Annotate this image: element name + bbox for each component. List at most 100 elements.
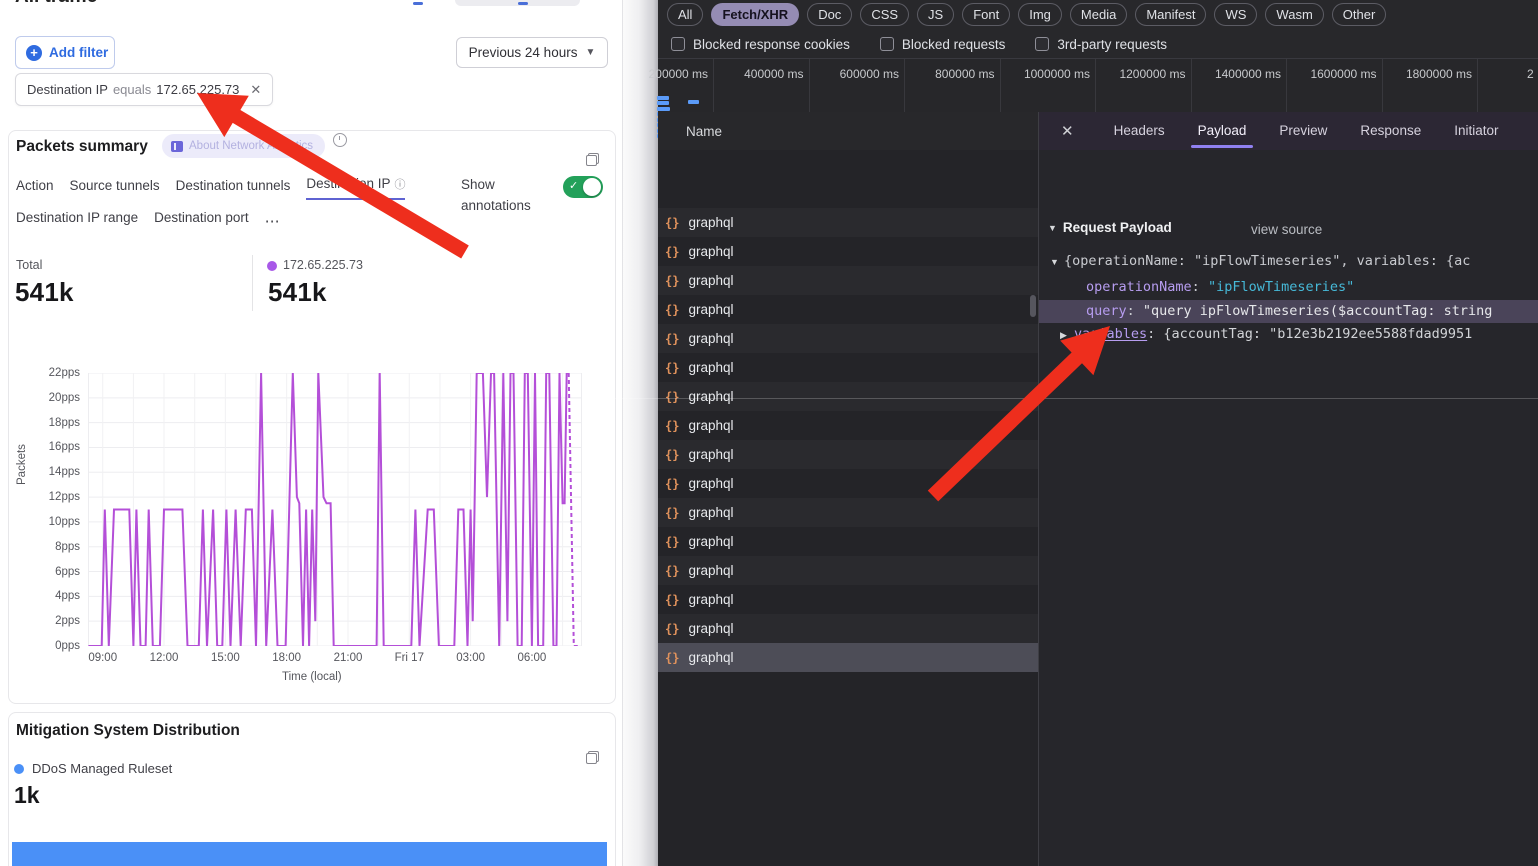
checkbox-label: Blocked response cookies [693, 37, 850, 52]
view-source-link[interactable]: view source [1251, 222, 1322, 237]
triangle-down-icon: ▼ [1048, 223, 1057, 233]
filter-checkboxes: Blocked response cookies Blocked requests… [671, 31, 1167, 57]
payload-summary-line[interactable]: {operationName: "ipFlowTimeseries", vari… [1064, 250, 1538, 273]
triangle-right-icon[interactable]: ▶ [1060, 330, 1067, 341]
filter-pill-css[interactable]: CSS [860, 3, 909, 26]
detail-tab-payload[interactable]: Payload [1198, 112, 1247, 150]
y-tick-label: 22pps [38, 367, 80, 379]
screen: All traffic + Add filter Previous 24 hou… [0, 0, 1538, 866]
filter-chip[interactable]: Destination IP equals 172.65.225.73 ✕ [15, 73, 273, 106]
expand-card-icon[interactable] [586, 751, 599, 764]
clock-icon[interactable] [333, 133, 347, 147]
payload-row-operation-name: operationName: "ipFlowTimeseries" [1086, 276, 1538, 299]
detail-tab-headers[interactable]: Headers [1114, 112, 1165, 150]
checkbox-blocked-requests[interactable] [880, 37, 894, 51]
show-annotations-toggle[interactable]: ✓ [563, 176, 603, 198]
tab-destination-tunnels[interactable]: Destination tunnels [176, 178, 291, 199]
more-tabs-button[interactable]: ⋯ [265, 212, 281, 230]
filter-pill-fetch-xhr[interactable]: Fetch/XHR [711, 3, 799, 26]
filter-pill-manifest[interactable]: Manifest [1135, 3, 1206, 26]
network-request-row[interactable]: {}graphql [658, 556, 1038, 585]
checkbox-3rd-party-requests[interactable] [1035, 37, 1049, 51]
tab-action[interactable]: Action [16, 178, 54, 199]
detail-tab-preview[interactable]: Preview [1279, 112, 1327, 150]
remove-filter-icon[interactable]: ✕ [250, 82, 261, 98]
book-icon [171, 141, 183, 152]
request-name: graphql [688, 505, 733, 520]
name-column-header[interactable]: Name [658, 112, 1038, 151]
y-tick-label: 20pps [38, 392, 80, 404]
network-request-row[interactable]: {}graphql [658, 440, 1038, 469]
json-icon: {} [665, 593, 679, 607]
filter-pill-media[interactable]: Media [1070, 3, 1127, 26]
timeline-label: 800000 ms [935, 67, 994, 81]
scrollbar-thumb[interactable] [1030, 295, 1036, 317]
network-request-row[interactable]: {}graphql [658, 208, 1038, 237]
network-request-row[interactable]: {}graphql [658, 295, 1038, 324]
network-request-row[interactable]: {}graphql [658, 237, 1038, 266]
filter-pill-all[interactable]: All [667, 3, 703, 26]
payload-row-query[interactable]: query: "query ipFlowTimeseries($accountT… [1086, 300, 1538, 323]
network-request-row[interactable]: {}graphql [658, 643, 1038, 672]
time-range-dropdown[interactable]: Previous 24 hours ▼ [456, 37, 608, 68]
request-payload-section[interactable]: ▼ Request Payload [1048, 220, 1172, 235]
checkbox-item-blocked-requests[interactable]: Blocked requests [880, 37, 1006, 52]
detail-tab-response[interactable]: Response [1360, 112, 1421, 150]
network-request-row[interactable]: {}graphql [658, 614, 1038, 643]
filter-pill-wasm[interactable]: Wasm [1265, 3, 1323, 26]
clipped-ui-artifact [518, 2, 528, 5]
timeline-label: 1600000 ms [1310, 67, 1376, 81]
network-request-row[interactable]: {}graphql [658, 353, 1038, 382]
tab-destination-ip-range[interactable]: Destination IP range [16, 210, 138, 231]
filter-pill-ws[interactable]: WS [1214, 3, 1257, 26]
stat-ip-value: 541k [268, 277, 327, 308]
filter-pill-doc[interactable]: Doc [807, 3, 852, 26]
triangle-down-icon[interactable]: ▼ [1050, 257, 1059, 267]
detail-tab-initiator[interactable]: Initiator [1454, 112, 1498, 150]
network-request-row[interactable]: {}graphql [658, 585, 1038, 614]
timeline-label: 1000000 ms [1024, 67, 1090, 81]
request-name: graphql [688, 389, 733, 404]
filter-pill-font[interactable]: Font [962, 3, 1010, 26]
expand-card-icon[interactable] [586, 153, 599, 166]
add-filter-button[interactable]: + Add filter [15, 36, 115, 69]
y-axis-title: Packets [16, 444, 28, 485]
stat-ip-label: 172.65.225.73 [283, 258, 363, 272]
checkbox-item-3rd-party-requests[interactable]: 3rd-party requests [1035, 37, 1167, 52]
network-request-row[interactable]: {}graphql [658, 411, 1038, 440]
about-network-analytics-badge[interactable]: About Network Analytics [162, 134, 325, 158]
filter-pill-js[interactable]: JS [917, 3, 954, 26]
checkbox-blocked-response-cookies[interactable] [671, 37, 685, 51]
network-request-row[interactable]: {}graphql [658, 382, 1038, 411]
filter-pill-other[interactable]: Other [1332, 3, 1387, 26]
network-request-row[interactable]: {}graphql [658, 266, 1038, 295]
x-tick-label: 21:00 [334, 652, 363, 664]
tab-destination-ip[interactable]: Destination IPⓘ [306, 176, 405, 200]
payload-row-variables[interactable]: variables: {accountTag: "b12e3b2192ee558… [1074, 323, 1538, 346]
devtools-panel: All Fetch/XHR Doc CSS JS Font Img Media Manifest… [658, 0, 1538, 866]
json-icon: {} [665, 564, 679, 578]
filter-pill-img[interactable]: Img [1018, 3, 1062, 26]
y-tick-label: 0pps [38, 640, 80, 652]
screenshot-seam [610, 398, 1538, 399]
legend-label: DDoS Managed Ruleset [32, 761, 172, 776]
info-icon: ⓘ [394, 179, 405, 191]
toggle-knob [583, 178, 601, 196]
close-icon[interactable]: ✕ [1061, 122, 1074, 140]
timeline-label: 1800000 ms [1406, 67, 1472, 81]
tab-destination-port[interactable]: Destination port [154, 210, 249, 231]
json-icon: {} [665, 448, 679, 462]
clipped-ui-artifact [413, 2, 423, 5]
network-request-row[interactable]: {}graphql [658, 527, 1038, 556]
json-icon: {} [665, 303, 679, 317]
network-request-row[interactable]: {}graphql [658, 498, 1038, 527]
tab-source-tunnels[interactable]: Source tunnels [70, 178, 160, 199]
request-name: graphql [688, 360, 733, 375]
network-request-row[interactable]: {}graphql [658, 324, 1038, 353]
x-tick-label: 03:00 [456, 652, 485, 664]
checkbox-item-blocked-response-cookies[interactable]: Blocked response cookies [671, 37, 850, 52]
mitigation-bar [12, 842, 607, 866]
network-request-row[interactable]: {}graphql [658, 469, 1038, 498]
page-title: All traffic [15, 0, 97, 8]
check-icon: ✓ [569, 179, 578, 192]
